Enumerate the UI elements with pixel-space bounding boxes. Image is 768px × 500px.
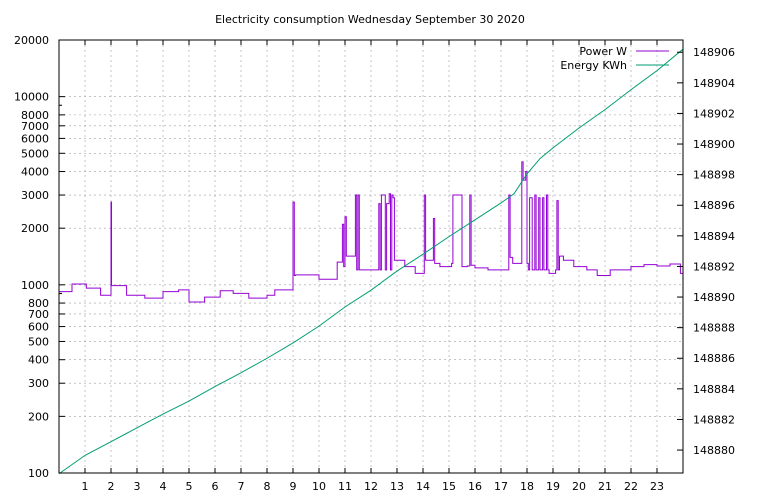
x-tick-label: 17 <box>494 480 508 493</box>
y-tick-label: 600 <box>28 321 49 334</box>
x-tick-label: 23 <box>650 480 664 493</box>
y-tick-label: 5000 <box>21 147 49 160</box>
y2-tick-label: 148886 <box>693 352 735 365</box>
y2-tick-label: 148884 <box>693 383 735 396</box>
x-tick-label: 22 <box>624 480 638 493</box>
y-tick-label: 200 <box>28 410 49 423</box>
grid <box>59 40 683 473</box>
x-tick-label: 9 <box>290 480 297 493</box>
x-tick-label: 15 <box>442 480 456 493</box>
series-line-energy <box>58 48 684 475</box>
y-tick-label: 1000 <box>21 279 49 292</box>
y-tick-label: 6000 <box>21 132 49 145</box>
x-tick-label: 13 <box>390 480 404 493</box>
x-tick-label: 10 <box>312 480 326 493</box>
y-tick-label: 7000 <box>21 120 49 133</box>
y2-tick-label: 148882 <box>693 413 735 426</box>
y2-tick-label: 148906 <box>693 46 735 59</box>
y-tick-label: 700 <box>28 308 49 321</box>
x-tick-label: 19 <box>546 480 560 493</box>
y-tick-label: 2000 <box>21 222 49 235</box>
y2-tick-label: 148904 <box>693 77 735 90</box>
legend-label-power: Power W <box>579 45 627 58</box>
chart-title: Electricity consumption Wednesday Septem… <box>215 13 525 26</box>
x-tick-label: 18 <box>520 480 534 493</box>
y-tick-label: 400 <box>28 354 49 367</box>
legend: Power W Energy KWh <box>560 45 669 72</box>
series-line-power <box>59 161 683 303</box>
y-tick-label: 3000 <box>21 189 49 202</box>
y-tick-label: 800 <box>28 297 49 310</box>
y2-tick-label: 148892 <box>693 260 735 273</box>
x-tick-label: 12 <box>364 480 378 493</box>
y-tick-label: 8000 <box>21 109 49 122</box>
x-tick-label: 4 <box>160 480 167 493</box>
x-tick-label: 20 <box>572 480 586 493</box>
y-tick-label: 4000 <box>21 166 49 179</box>
y-tick-label: 20000 <box>14 34 49 47</box>
y2-tick-label: 148896 <box>693 199 735 212</box>
x-tick-label: 5 <box>186 480 193 493</box>
y2-tick-label: 148888 <box>693 322 735 335</box>
x-tick-label: 8 <box>264 480 271 493</box>
x-tick-label: 6 <box>212 480 219 493</box>
x-tick-label: 16 <box>468 480 482 493</box>
y-tick-label: 10000 <box>14 91 49 104</box>
x-tick-label: 7 <box>238 480 245 493</box>
y-tick-label: 100 <box>28 467 49 480</box>
legend-label-energy: Energy KWh <box>560 59 627 72</box>
y-tick-label: 500 <box>28 335 49 348</box>
series-layer <box>58 48 684 475</box>
ticks: 1 2 3 4 5 6 7 8 9 10 11 12 13 14 15 16 17 18 19 20 21 22 23100… <box>14 34 735 493</box>
x-tick-label: 11 <box>338 480 352 493</box>
y2-tick-label: 148902 <box>693 107 735 120</box>
x-tick-label: 3 <box>134 480 141 493</box>
y2-tick-label: 148880 <box>693 444 735 457</box>
x-tick-label: 1 <box>82 480 89 493</box>
x-tick-label: 2 <box>108 480 115 493</box>
y2-tick-label: 148898 <box>693 169 735 182</box>
x-tick-label: 14 <box>416 480 430 493</box>
y2-tick-label: 148900 <box>693 138 735 151</box>
y-tick-label: 300 <box>28 377 49 390</box>
y2-tick-label: 148890 <box>693 291 735 304</box>
x-tick-label: 21 <box>598 480 612 493</box>
y2-tick-label: 148894 <box>693 230 735 243</box>
